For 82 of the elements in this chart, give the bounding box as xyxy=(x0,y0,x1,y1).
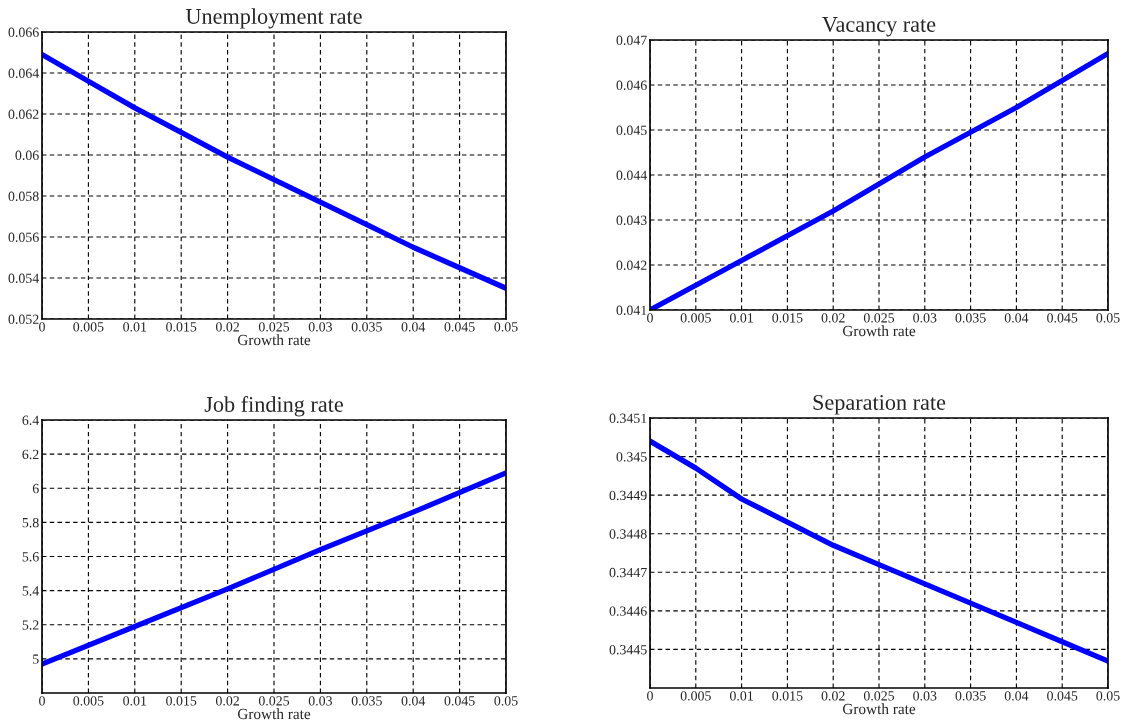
x-tick-label: 0.005 xyxy=(73,322,104,332)
y-tick-label: 0.062 xyxy=(8,109,39,120)
y-tick-label: 0.3451 xyxy=(609,413,647,424)
x-tick-label: 0.04 xyxy=(1004,691,1029,701)
x-axis-title: Growth rate xyxy=(842,325,916,337)
y-tick-label: 0.058 xyxy=(8,191,39,202)
y-tick-label: 5.6 xyxy=(22,552,39,562)
y-tick-label: 5.2 xyxy=(22,620,39,630)
x-tick-label: 0.035 xyxy=(955,691,986,701)
y-tick-label: 0.046 xyxy=(616,80,647,91)
chart-title: Vacancy rate xyxy=(822,17,936,37)
y-tick-label: 0.056 xyxy=(8,232,39,243)
x-tick-label: 0.03 xyxy=(913,313,937,323)
x-tick-label: 0.01 xyxy=(729,313,753,323)
x-tick-label: 0.05 xyxy=(494,322,518,332)
x-tick-label: 0.035 xyxy=(955,313,986,323)
x-tick-label: 0.02 xyxy=(821,313,845,323)
y-tick-label: 0.043 xyxy=(616,215,647,226)
x-tick-label: 0.015 xyxy=(166,696,197,706)
x-tick-label: 0.03 xyxy=(913,691,937,701)
x-tick-label: 0.045 xyxy=(1047,691,1078,701)
x-tick-label: 0.04 xyxy=(401,322,426,332)
x-tick-label: 0.025 xyxy=(258,696,290,706)
x-tick-label: 0.015 xyxy=(772,313,803,323)
y-tick-label: 5.8 xyxy=(22,517,39,528)
y-tick-label: 0.064 xyxy=(8,68,40,79)
y-tick-label: 0.3449 xyxy=(609,490,647,501)
x-tick-label: 0.035 xyxy=(351,696,382,706)
y-tick-label: 5 xyxy=(33,654,39,664)
x-tick-label: 0.025 xyxy=(863,313,895,323)
x-tick-label: 0.05 xyxy=(1096,313,1120,323)
x-tick-label: 0.05 xyxy=(494,696,518,706)
y-tick-label: 0.042 xyxy=(616,260,647,271)
y-tick-label: 0.06 xyxy=(15,150,39,161)
x-tick-label: 0.005 xyxy=(73,696,104,706)
x-tick-label: 0.025 xyxy=(863,691,895,701)
x-tick-label: 0.05 xyxy=(1096,691,1120,701)
y-tick-label: 0.041 xyxy=(616,305,647,316)
x-tick-label: 0 xyxy=(647,313,653,323)
x-tick-label: 0.03 xyxy=(308,322,333,332)
x-tick-label: 0.045 xyxy=(1047,313,1078,323)
x-tick-label: 0.025 xyxy=(258,322,290,332)
x-tick-label: 0.03 xyxy=(308,696,333,706)
x-axis-title: Growth rate xyxy=(237,334,311,346)
x-tick-label: 0.015 xyxy=(772,691,803,701)
x-tick-label: 0.005 xyxy=(680,313,711,323)
x-tick-label: 0 xyxy=(647,691,653,701)
y-tick-label: 0.045 xyxy=(616,125,647,136)
x-tick-label: 0.035 xyxy=(351,322,382,332)
x-tick-label: 0.02 xyxy=(215,696,239,706)
chart-title: Job finding rate xyxy=(204,396,343,417)
x-tick-label: 0.01 xyxy=(123,696,147,706)
chart-title: Separation rate xyxy=(813,394,946,415)
y-tick-label: 0.3446 xyxy=(609,606,647,616)
x-tick-label: 0.04 xyxy=(1004,313,1029,323)
chart-title: Unemployment rate xyxy=(185,8,362,29)
x-tick-label: 0.015 xyxy=(166,322,197,332)
x-tick-label: 0 xyxy=(39,696,45,706)
x-tick-label: 0 xyxy=(39,322,45,332)
x-tick-label: 0.04 xyxy=(401,696,426,706)
x-axis-title: Growth rate xyxy=(842,703,916,715)
x-tick-label: 0.02 xyxy=(821,691,845,701)
y-tick-label: 6.2 xyxy=(22,449,39,460)
y-tick-label: 6.4 xyxy=(22,415,40,426)
x-tick-label: 0.01 xyxy=(729,691,753,701)
y-tick-label: 0.066 xyxy=(8,27,39,38)
x-tick-label: 0.01 xyxy=(123,322,147,332)
y-tick-label: 0.345 xyxy=(616,452,647,462)
y-tick-label: 0.3447 xyxy=(609,567,647,578)
x-tick-label: 0.005 xyxy=(680,691,711,701)
x-tick-label: 0.045 xyxy=(444,696,475,706)
y-tick-label: 5.4 xyxy=(22,586,40,596)
x-tick-label: 0.02 xyxy=(215,322,239,332)
x-tick-label: 0.045 xyxy=(444,322,475,332)
y-tick-label: 0.054 xyxy=(8,273,40,284)
x-axis-title: Growth rate xyxy=(237,708,311,720)
y-tick-label: 0.052 xyxy=(8,314,39,325)
y-tick-label: 6 xyxy=(32,483,39,494)
y-tick-label: 0.044 xyxy=(616,170,648,181)
y-tick-label: 0.047 xyxy=(616,35,647,46)
y-tick-label: 0.3448 xyxy=(609,529,647,539)
y-tick-label: 0.3445 xyxy=(609,645,647,655)
